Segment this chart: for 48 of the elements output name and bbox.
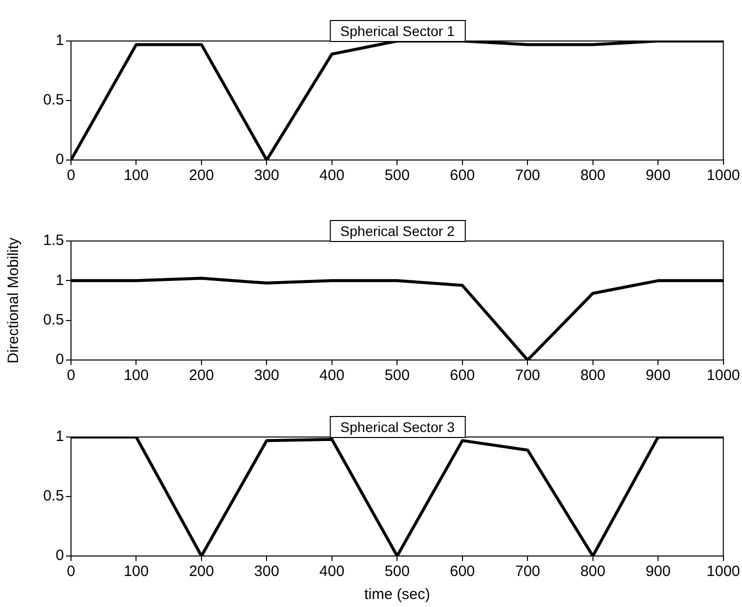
x-tick-label: 300 bbox=[254, 563, 280, 580]
y-tick-label: 1 bbox=[56, 428, 64, 446]
y-tick-label: 0 bbox=[56, 151, 64, 168]
x-tick-label: 800 bbox=[580, 167, 606, 184]
x-tick-label: 0 bbox=[66, 167, 76, 184]
y-tick-label: 1 bbox=[56, 32, 64, 50]
chart-title: Spherical Sector 1 bbox=[329, 20, 466, 42]
y-tick-label: 0 bbox=[56, 351, 64, 368]
x-tick-label: 1000 bbox=[706, 167, 740, 184]
x-tick-label: 900 bbox=[646, 367, 671, 384]
x-tick-label: 100 bbox=[124, 167, 149, 184]
x-tick-label: 300 bbox=[254, 167, 280, 184]
x-tick-label: 600 bbox=[450, 563, 475, 580]
x-tick-label: 600 bbox=[450, 167, 475, 184]
x-tick-label: 700 bbox=[515, 367, 540, 384]
x-tick-label: 400 bbox=[319, 367, 344, 384]
x-tick-label: 0 bbox=[66, 563, 76, 580]
x-tick-label: 1000 bbox=[706, 367, 740, 384]
x-tick-label: 200 bbox=[188, 563, 214, 580]
x-tick-label: 700 bbox=[515, 167, 540, 184]
y-axis-title: Directional Mobility bbox=[5, 237, 22, 364]
x-tick-label: 800 bbox=[580, 563, 606, 580]
y-tick-label: 0.5 bbox=[43, 311, 64, 328]
x-tick-label: 500 bbox=[384, 563, 410, 580]
x-tick-label: 400 bbox=[319, 563, 344, 580]
x-tick-label: 100 bbox=[124, 367, 149, 384]
y-tick-label: 0 bbox=[56, 547, 64, 564]
x-tick-label: 500 bbox=[384, 167, 410, 184]
x-tick-label: 100 bbox=[124, 563, 149, 580]
x-tick-label: 700 bbox=[515, 563, 540, 580]
chart-title: Spherical Sector 3 bbox=[329, 416, 466, 438]
x-tick-label: 600 bbox=[450, 367, 475, 384]
y-tick-label: 1.5 bbox=[43, 232, 64, 250]
chart-title: Spherical Sector 2 bbox=[329, 220, 466, 242]
y-tick-label: 0.5 bbox=[43, 488, 64, 505]
x-tick-label: 400 bbox=[319, 167, 344, 184]
x-tick-label: 900 bbox=[646, 563, 671, 580]
y-tick-label: 0.5 bbox=[43, 92, 64, 109]
x-tick-label: 1000 bbox=[706, 563, 740, 580]
x-tick-label: 500 bbox=[384, 367, 410, 384]
y-tick-label: 1 bbox=[56, 272, 64, 289]
x-tick-label: 0 bbox=[66, 367, 76, 384]
x-tick-label: 800 bbox=[580, 367, 606, 384]
x-tick-label: 300 bbox=[254, 367, 280, 384]
x-tick-label: 200 bbox=[188, 367, 214, 384]
x-tick-label: 200 bbox=[188, 167, 214, 184]
x-tick-label: 900 bbox=[646, 167, 671, 184]
x-axis-title: time (sec) bbox=[364, 586, 430, 604]
